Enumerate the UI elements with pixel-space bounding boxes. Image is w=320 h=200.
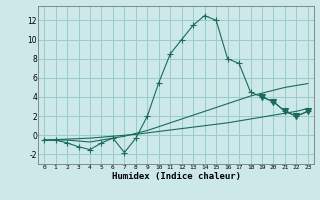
X-axis label: Humidex (Indice chaleur): Humidex (Indice chaleur) (111, 172, 241, 181)
